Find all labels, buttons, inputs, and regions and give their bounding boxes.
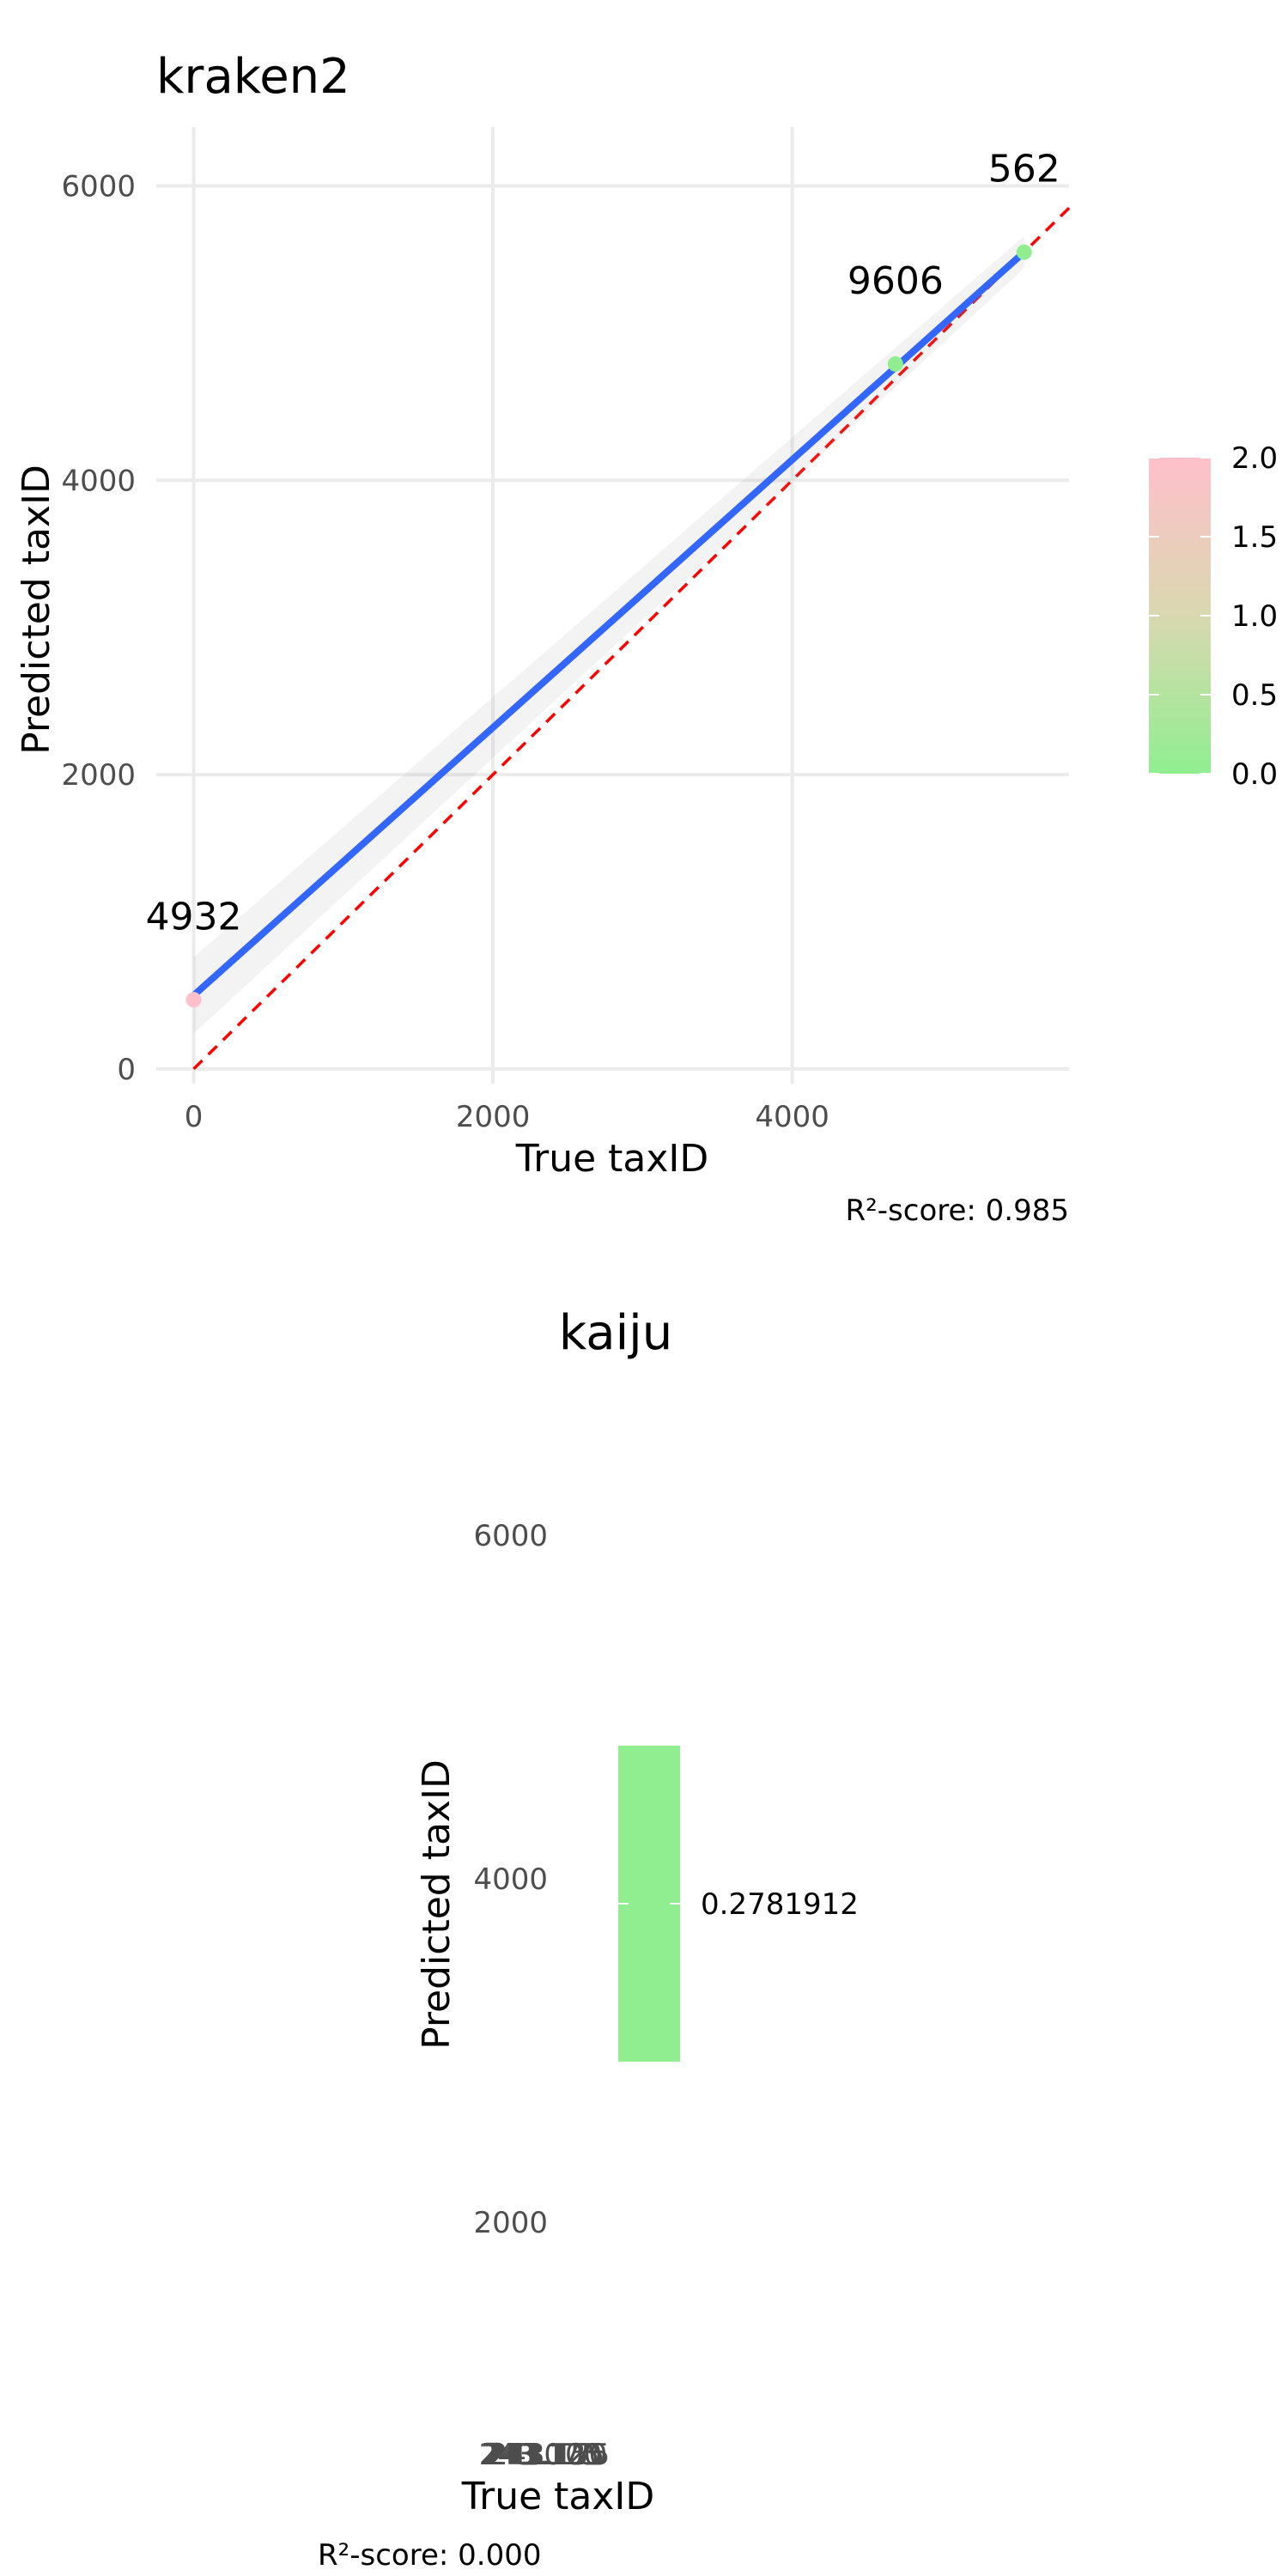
kaiju-r2-caption: R²-score: 0.000 <box>318 2538 541 2573</box>
kaiju-y-ticks: 2000 4000 6000 <box>473 1519 548 2240</box>
kraken2-x-ticks: 0 2000 4000 <box>185 1100 829 1134</box>
kraken2-title: kraken2 <box>156 49 350 105</box>
y-tick-label: 4000 <box>61 464 136 498</box>
point-label: 562 <box>988 148 1060 191</box>
kraken2-panel: kraken2 4932 9606 562 0 2000 4000 0 2000 4000 6… <box>15 49 1278 1228</box>
y-tick-label: 6000 <box>473 1519 548 1553</box>
y-tick-label: 2000 <box>61 758 136 793</box>
x-tick-label: 243.150 <box>487 2438 608 2472</box>
colorbar-tick-label: 1.5 <box>1231 520 1278 555</box>
point-label: 9606 <box>848 259 944 303</box>
colorbar-tick-label: 0.2781912 <box>701 1887 859 1922</box>
x-tick-label: 0 <box>185 1100 204 1134</box>
colorbar-tick-label: 1.0 <box>1231 599 1278 634</box>
colorbar-tick-label: 0.0 <box>1231 757 1278 792</box>
kraken2-r2-caption: R²-score: 0.985 <box>846 1194 1069 1228</box>
x-tick-label: 243.100 <box>482 2438 603 2472</box>
y-tick-label: 4000 <box>473 1862 548 1897</box>
x-tick-label: 4000 <box>755 1100 829 1134</box>
kraken2-point-labels-layer: 4932 9606 562 <box>146 148 1060 939</box>
data-point <box>887 355 903 372</box>
kraken2-y-ticks: 0 2000 4000 6000 <box>61 170 136 1087</box>
x-tick-label: 243.175 <box>489 2438 611 2472</box>
kraken2-fit-line-layer <box>190 235 1028 1034</box>
y-tick-label: 0 <box>117 1053 136 1087</box>
fit-confidence-band <box>193 235 1024 1034</box>
x-tick-label: 243.075 <box>479 2438 600 2472</box>
fit-line <box>190 248 1028 999</box>
y-tick-label: 2000 <box>473 2206 548 2240</box>
kaiju-y-axis-title: Predicted taxID <box>415 1759 459 2050</box>
data-point <box>1016 244 1032 260</box>
colorbar-tick-label: 2.0 <box>1231 441 1278 476</box>
y-tick-label: 6000 <box>61 170 136 204</box>
x-tick-label: 243.125 <box>484 2438 605 2472</box>
kaiju-colorbar-legend: 0.2781912 <box>618 1746 859 2062</box>
kraken2-gridlines <box>156 127 1069 1084</box>
x-tick-label: 2000 <box>456 1100 531 1134</box>
kaiju-panel: kaiju 2000 4000 6000 243.075243.100243.125… <box>318 1305 859 2573</box>
kaiju-title: kaiju <box>559 1305 672 1361</box>
data-point <box>185 992 202 1008</box>
kaiju-x-axis-title: True taxID <box>461 2475 655 2518</box>
colorbar-tick-label: 0.5 <box>1231 678 1278 713</box>
kraken2-colorbar-legend: 0.0 0.5 1.0 1.5 2.0 <box>1149 441 1278 792</box>
point-label: 4932 <box>146 895 242 939</box>
kraken2-x-axis-title: True taxID <box>515 1137 709 1181</box>
kraken2-points-layer <box>185 244 1032 1008</box>
kraken2-y-axis-title: Predicted taxID <box>15 465 58 755</box>
